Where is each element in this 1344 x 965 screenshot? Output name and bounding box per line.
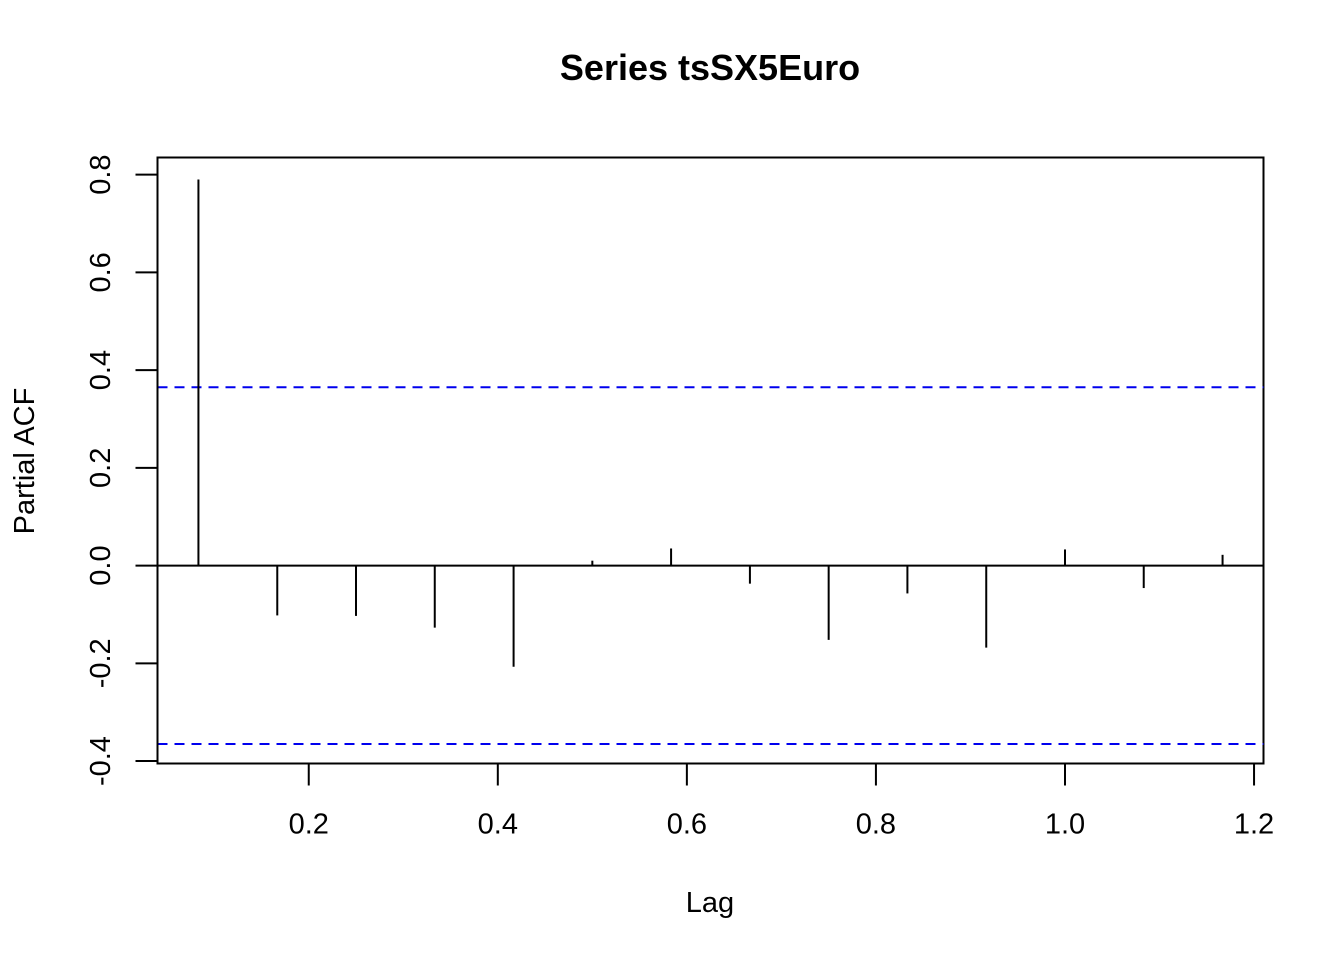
y-tick-label-3: 0.0 — [85, 545, 117, 585]
x-tick-label-5: 1.0 — [1045, 809, 1085, 841]
y-tick-label-4: 0.2 — [85, 448, 117, 488]
x-tick-label-2: 0.4 — [478, 809, 518, 841]
chart-title: Series tsSX5Euro — [560, 47, 860, 88]
chart-marks: 0.2 0.4 0.6 0.8 1.0 1.2 -0.4 -0.2 0.0 0.2 0.4 0.6 0.… — [85, 154, 1274, 840]
y-tick-label-7: 0.8 — [85, 154, 117, 194]
y-axis-label: Partial ACF — [9, 388, 41, 535]
x-tick-label-4: 0.8 — [856, 809, 896, 841]
y-tick-label-1: -0.4 — [85, 736, 117, 786]
x-tick-label-6: 1.2 — [1234, 809, 1274, 841]
plot-frame — [156, 156, 1265, 765]
y-tick-label-2: -0.2 — [85, 638, 117, 688]
y-tick-label-5: 0.4 — [85, 350, 117, 390]
x-tick-label-1: 0.2 — [289, 809, 329, 841]
x-tick-label-3: 0.6 — [667, 809, 707, 841]
x-axis-label: Lag — [686, 887, 734, 919]
y-tick-label-6: 0.6 — [85, 252, 117, 292]
